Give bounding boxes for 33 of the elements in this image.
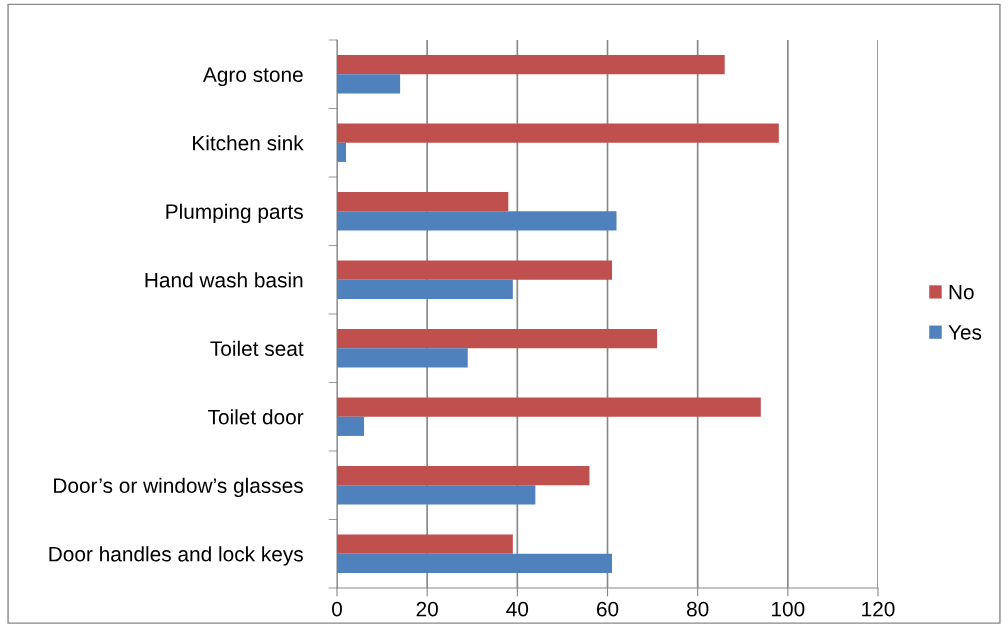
bar: [337, 74, 401, 94]
legend-label: No: [949, 284, 974, 300]
bar: [337, 123, 779, 143]
bar: [337, 485, 536, 505]
y-tick-label: Hand wash basin: [145, 272, 303, 288]
bar: [337, 329, 658, 349]
bar: [337, 416, 365, 436]
bar: [337, 279, 513, 299]
y-tick-label: Door’s or window’s glasses: [54, 477, 303, 498]
bar: [337, 348, 468, 368]
y-tick-label: Toilet door: [208, 409, 304, 425]
bar: [337, 534, 513, 554]
bar: [337, 211, 617, 231]
y-tick-label: Agro stone: [202, 67, 303, 87]
bar: [337, 142, 347, 162]
x-tick-label: 100: [772, 601, 805, 617]
x-tick-label: 120: [862, 601, 895, 617]
bar: [337, 553, 613, 573]
y-tick-label: Door handles and lock keys: [49, 546, 303, 566]
y-tick-label: Plumping parts: [166, 203, 303, 224]
x-tick-label: 20: [416, 601, 438, 617]
x-tick-label: 40: [506, 601, 529, 617]
bar: [337, 466, 590, 486]
bar: [337, 397, 761, 417]
x-tick-label: 80: [686, 601, 709, 617]
x-tick-label: 0: [332, 601, 342, 617]
x-tick-label: 60: [596, 601, 619, 617]
bar: [337, 55, 725, 75]
legend-label: Yes: [948, 325, 982, 340]
y-tick-label: Toilet seat: [210, 340, 304, 356]
bar: [337, 192, 509, 212]
bar: [337, 260, 613, 280]
y-tick-label: Kitchen sink: [193, 135, 304, 151]
